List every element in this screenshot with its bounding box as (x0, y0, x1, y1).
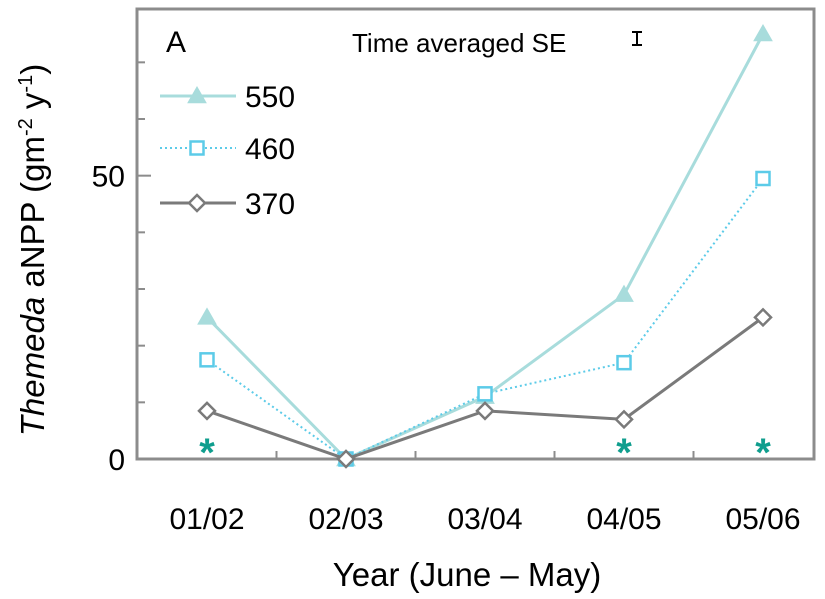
legend-item-460: 460 (160, 133, 295, 166)
x-tick-label: 03/04 (447, 503, 522, 536)
data-point-460 (199, 352, 215, 368)
data-point-370 (475, 401, 495, 421)
x-axis: 01/02 02/03 03/04 04/05 05/06 (169, 451, 801, 536)
y-axis-title: Themeda aNPP (gm-2 y-1) (14, 64, 51, 436)
legend-marker (189, 140, 205, 156)
plot-frame (135, 7, 816, 461)
se-bar (632, 31, 642, 46)
x-tick-label: 04/05 (586, 503, 661, 536)
significance-star: * (616, 431, 632, 475)
y-tick-label: 0 (108, 444, 125, 477)
se-label: Time averaged SE (352, 28, 566, 58)
x-tick-label: 01/02 (169, 503, 244, 536)
data-point-370 (336, 449, 356, 469)
data-point-370 (197, 401, 217, 421)
y-axis: 0 50 (92, 61, 151, 477)
x-tick-label: 05/06 (725, 503, 800, 536)
series-layer (197, 23, 773, 469)
significance-markers: * * * (199, 431, 771, 475)
data-point-370 (753, 307, 773, 328)
significance-star: * (199, 431, 215, 475)
series-370 (197, 307, 773, 469)
legend: 550 460 370 (160, 81, 295, 221)
legend-item-370: 370 (160, 188, 295, 221)
panel-label: A (166, 26, 186, 59)
data-point-460 (477, 386, 493, 402)
data-point-550 (614, 284, 634, 302)
legend-label: 460 (245, 133, 295, 166)
legend-label: 370 (245, 188, 295, 221)
data-point-550 (753, 23, 773, 42)
x-axis-title: Year (June – May) (333, 556, 601, 593)
legend-marker (187, 85, 207, 104)
significance-star: * (755, 431, 771, 475)
x-tick-label: 02/03 (308, 503, 383, 536)
legend-label: 550 (245, 81, 295, 114)
legend-item-550: 550 (160, 81, 295, 114)
data-point-460 (755, 170, 771, 187)
y-tick-label: 50 (92, 161, 125, 194)
data-point-460 (616, 354, 632, 371)
legend-marker (187, 193, 207, 213)
data-point-550 (197, 307, 217, 325)
data-point-370 (614, 409, 634, 430)
